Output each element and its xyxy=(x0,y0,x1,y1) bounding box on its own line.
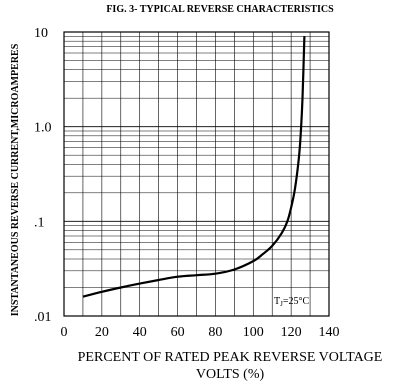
y-tick-labels: 10 1.0 .1 .01 xyxy=(34,26,52,325)
x-axis-label-line1: PERCENT OF RATED PEAK REVERSE VOLTAGE xyxy=(78,350,383,365)
x-axis-label-line2: VOLTS (%) xyxy=(196,367,265,382)
plot-frame xyxy=(63,31,330,317)
y-tick-label: 10 xyxy=(34,26,48,41)
x-tick-label: 60 xyxy=(171,325,185,340)
y-axis-label: INSTANTANEOUS REVERSE CURRENT,MICROAMPER… xyxy=(10,43,21,316)
chart-title: FIG. 3- TYPICAL REVERSE CHARACTERISTICS xyxy=(106,4,334,15)
x-tick-label: 80 xyxy=(208,325,222,340)
x-tick-labels: 0 20 40 60 80 100 120 140 xyxy=(61,325,340,340)
annotation: TJ=25°C xyxy=(274,296,309,308)
x-tick-label: 140 xyxy=(319,325,340,340)
y-tick-label: .01 xyxy=(34,310,52,325)
y-tick-label: 1.0 xyxy=(34,121,52,136)
x-tick-label: 120 xyxy=(281,325,302,340)
annotation-text: TJ=25°C xyxy=(274,296,309,308)
x-tick-label: 0 xyxy=(61,325,68,340)
y-tick-label: .1 xyxy=(34,215,45,230)
x-tick-label: 100 xyxy=(243,325,264,340)
series-line xyxy=(82,36,306,298)
x-tick-label: 20 xyxy=(95,325,109,340)
grid xyxy=(64,32,329,316)
series-layer xyxy=(82,36,306,298)
x-tick-label: 40 xyxy=(133,325,147,340)
